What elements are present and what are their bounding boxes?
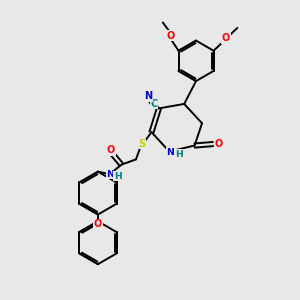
Text: O: O: [166, 31, 174, 41]
Text: O: O: [222, 33, 230, 43]
Text: O: O: [107, 145, 115, 155]
Text: H: H: [114, 172, 122, 181]
Text: N: N: [166, 148, 174, 157]
Text: S: S: [138, 139, 145, 149]
Text: N: N: [106, 170, 114, 179]
Text: C: C: [150, 99, 158, 109]
Text: H: H: [175, 150, 183, 159]
Text: O: O: [94, 219, 102, 229]
Text: N: N: [144, 92, 152, 101]
Text: O: O: [214, 139, 223, 149]
